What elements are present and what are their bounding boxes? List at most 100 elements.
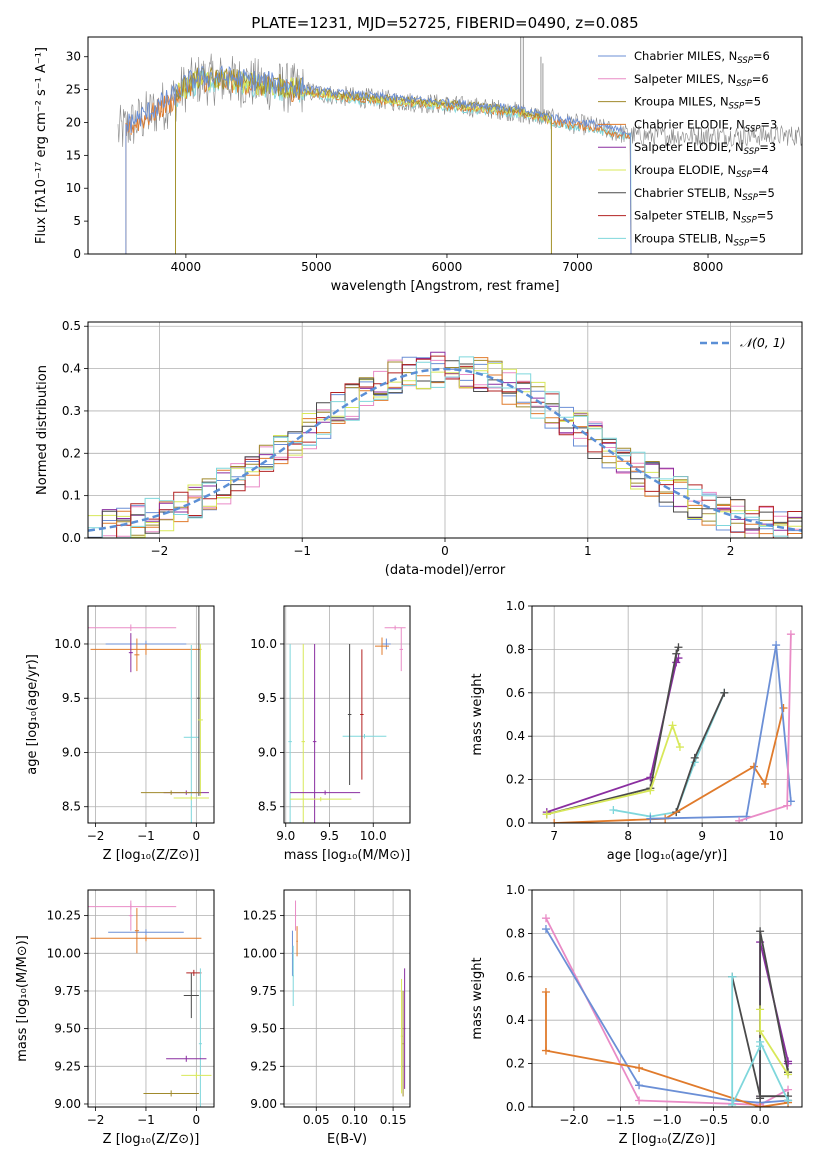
normal-curve bbox=[88, 367, 802, 532]
errorbar-point bbox=[292, 945, 294, 1007]
x-axis-label: E(B-V) bbox=[327, 1132, 367, 1147]
weight-point-marker bbox=[674, 643, 683, 652]
plot-area bbox=[88, 900, 212, 1107]
plot-area bbox=[291, 900, 406, 1097]
y-tick-label: 5 bbox=[73, 214, 81, 228]
x-tick-label: 0.15 bbox=[380, 1113, 407, 1127]
y-tick-label: 0.8 bbox=[506, 642, 525, 656]
y-tick-label: 0.4 bbox=[506, 1013, 525, 1027]
weight-point-marker bbox=[728, 1100, 737, 1107]
axes-frame bbox=[87, 36, 803, 255]
weight-point-marker bbox=[668, 721, 677, 730]
x-tick-label: −1 bbox=[137, 829, 155, 843]
y-tick-label: 0.8 bbox=[506, 926, 525, 940]
axes-frame bbox=[531, 889, 803, 1108]
x-axis-label: mass [log₁₀(M/M⊙)] bbox=[284, 848, 411, 863]
axes-frame bbox=[87, 321, 803, 539]
y-tick-label: 0.6 bbox=[506, 686, 525, 700]
x-tick-label: 0.10 bbox=[341, 1113, 368, 1127]
y-tick-label: 9.0 bbox=[62, 745, 81, 759]
legend-suffix: =5 bbox=[744, 95, 761, 109]
y-tick-label: 0.4 bbox=[506, 729, 525, 743]
errorbar-point bbox=[400, 978, 403, 1094]
y-tick-label: 0.0 bbox=[62, 531, 81, 545]
x-tick-label: 0.0 bbox=[751, 1113, 770, 1127]
model-spectrum bbox=[175, 70, 632, 254]
y-axis-label: Normed distribution bbox=[35, 365, 50, 495]
model-spectrum bbox=[125, 65, 632, 254]
x-axis-label: Z [log₁₀(Z/Z⊙)] bbox=[103, 1132, 200, 1147]
x-tick-label: 9.5 bbox=[320, 829, 339, 843]
weight-point-marker bbox=[756, 1092, 765, 1101]
errorbar-point bbox=[360, 649, 364, 780]
y-axis-label: mass weight bbox=[470, 957, 485, 1039]
legend-sub: SSP bbox=[744, 147, 760, 157]
x-tick-label: 5000 bbox=[301, 260, 332, 274]
legend-entry: Chabrier STELIB, NSSP=5 bbox=[634, 186, 775, 203]
y-tick-label: 9.50 bbox=[250, 1022, 277, 1036]
legend-label: Salpeter STELIB, N bbox=[634, 209, 741, 223]
panel-age-vs-mass: 9.0 9.5 10.0 8.5 9.0 9.5 10.0 mass [log₁₀(M/M⊙)… bbox=[250, 605, 411, 863]
y-tick-label: 10.00 bbox=[243, 946, 277, 960]
x-tick-label: −0.5 bbox=[699, 1113, 728, 1127]
y-tick-label: 10.25 bbox=[47, 909, 81, 923]
weight-point-marker bbox=[541, 925, 550, 934]
legend-label: Chabrier STELIB, N bbox=[634, 186, 742, 200]
x-axis-label: Z [log₁₀(Z/Z⊙)] bbox=[619, 1132, 716, 1147]
legend-entry: Salpeter STELIB, NSSP=5 bbox=[634, 209, 774, 226]
errorbar-point bbox=[399, 627, 403, 672]
errorbar-point bbox=[296, 926, 298, 957]
errorbar-point bbox=[347, 643, 352, 786]
weight-point-marker bbox=[690, 753, 699, 762]
x-tick-label: 9.0 bbox=[276, 829, 295, 843]
y-tick-label: 9.25 bbox=[54, 1059, 81, 1073]
x-tick-label: −1.0 bbox=[652, 1113, 681, 1127]
x-tick-label: 9 bbox=[698, 829, 706, 843]
y-axis-label: age [log₁₀(age/yr)] bbox=[25, 654, 40, 775]
legend-suffix: =3 bbox=[759, 140, 776, 154]
legend-suffix: =6 bbox=[752, 72, 769, 86]
x-tick-label: −1 bbox=[293, 544, 311, 558]
weight-point-marker bbox=[756, 1027, 765, 1036]
weight-point-marker bbox=[784, 1096, 793, 1105]
errorbar-point bbox=[294, 900, 297, 931]
y-tick-label: 10.0 bbox=[54, 637, 81, 651]
weight-point-marker bbox=[756, 1103, 765, 1107]
x-tick-label: 0 bbox=[441, 544, 449, 558]
x-tick-label: −1 bbox=[137, 1113, 155, 1127]
weight-point-marker bbox=[783, 801, 792, 810]
errorbar-point bbox=[134, 908, 139, 954]
y-tick-label: 0.6 bbox=[506, 970, 525, 984]
weight-point-marker bbox=[609, 805, 618, 814]
weight-point-marker bbox=[541, 987, 550, 996]
panel-mass-vs-Z: −2 −1 0 9.00 9.25 9.50 9.75 10.00 10.25 Z [log₁₀(… bbox=[15, 889, 215, 1147]
weight-point-marker bbox=[672, 658, 681, 667]
x-tick-label: 10.0 bbox=[360, 829, 387, 843]
weight-point-marker bbox=[756, 1005, 765, 1014]
y-tick-label: 9.75 bbox=[250, 984, 277, 998]
plot-area bbox=[541, 914, 793, 1107]
legend-entry: Kroupa STELIB, NSSP=5 bbox=[634, 231, 766, 248]
weight-point-marker bbox=[786, 630, 795, 639]
weight-point-marker bbox=[672, 649, 681, 658]
errorbar-point bbox=[290, 790, 361, 795]
y-tick-label: 1.0 bbox=[506, 883, 525, 897]
y-tick-label: 8.5 bbox=[258, 800, 277, 814]
figure-title: PLATE=1231, MJD=52725, FIBERID=0490, z=0… bbox=[251, 14, 638, 32]
legend-entry: Salpeter MILES, NSSP=6 bbox=[634, 72, 769, 89]
weight-point-marker bbox=[675, 743, 684, 752]
errorbar-point bbox=[108, 929, 184, 936]
legend-suffix: =4 bbox=[752, 163, 769, 177]
legend-entry: Salpeter ELODIE, NSSP=3 bbox=[634, 140, 776, 157]
y-tick-label: 0.2 bbox=[506, 773, 525, 787]
legend-sub: SSP bbox=[736, 79, 752, 89]
x-tick-label: 7 bbox=[550, 829, 558, 843]
x-tick-label: 7000 bbox=[562, 260, 593, 274]
weight-point-marker bbox=[541, 1046, 550, 1055]
errorbar-point bbox=[402, 990, 404, 1097]
plot-area bbox=[542, 630, 795, 823]
errorbar-point bbox=[198, 968, 202, 1107]
histogram-series bbox=[88, 356, 802, 538]
errorbar-point bbox=[197, 643, 203, 796]
y-tick-label: 10 bbox=[66, 181, 81, 195]
